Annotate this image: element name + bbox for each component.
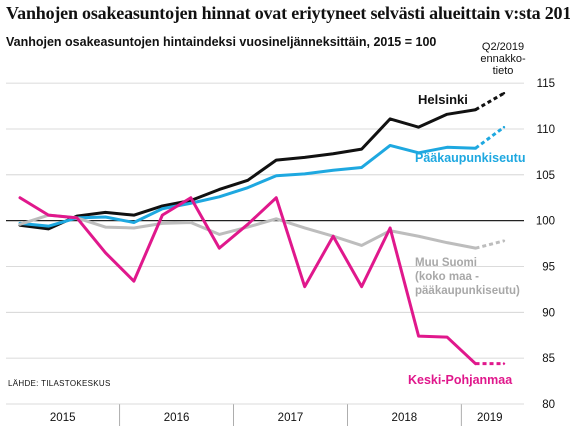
data-point-keski_pohjanmaa [417,334,420,338]
data-point-paakaupunkiseutu [502,125,506,129]
data-point-keski_pohjanmaa [75,216,79,220]
data-point-keski_pohjanmaa [47,213,50,217]
data-point-paakaupunkiseutu [132,221,136,224]
data-point-muu_suomi [360,244,363,247]
data-point-muu_suomi [275,217,278,221]
data-point-paakaupunkiseutu [161,207,164,210]
data-point-paakaupunkiseutu [189,202,193,205]
data-point-keski_pohjanmaa [218,246,221,250]
data-point-keski_pohjanmaa [331,235,335,238]
data-point-helsinki [445,113,449,116]
chart-title: Vanhojen osakeasuntojen hinnat ovat eriy… [6,3,570,23]
data-point-helsinki [474,108,477,111]
data-point-paakaupunkiseutu [104,215,107,219]
data-point-keski_pohjanmaa [132,279,136,283]
data-point-muu_suomi [417,235,420,238]
y-tick-label: 80 [542,399,555,411]
data-point-paakaupunkiseutu [360,166,363,169]
series-forecast-muu_suomi [475,239,505,250]
grid-layer [6,82,524,359]
series-forecast-paakaupunkiseutu [474,125,505,150]
y-tick-label: 100 [536,216,555,228]
data-point-helsinki [246,179,249,182]
data-point-muu_suomi [303,226,306,230]
data-point-paakaupunkiseutu [246,186,249,189]
data-point-helsinki [132,213,136,217]
y-tick-label: 85 [542,353,555,365]
data-point-muu_suomi [104,225,107,229]
label-layer: Q2/2019 ennakko- tieto LÄHDE: TILASTOKES… [8,41,526,388]
data-point-keski_pohjanmaa [474,362,477,365]
data-point-paakaupunkiseutu [275,174,278,177]
data-point-helsinki [275,158,278,162]
data-point-keski_pohjanmaa [502,362,506,365]
series-line-helsinki [18,108,478,231]
data-point-helsinki [161,204,164,208]
data-point-paakaupunkiseutu [303,172,306,176]
data-point-keski_pohjanmaa [303,285,306,288]
data-point-keski_pohjanmaa [246,223,249,226]
data-point-keski_pohjanmaa [360,285,363,288]
series-label-keski_pohjanmaa: Keski-Pohjanmaa [408,373,513,387]
x-year-label: 2019 [477,412,503,424]
data-point-helsinki [331,152,335,155]
data-point-helsinki [502,92,506,95]
data-point-muu_suomi [474,246,477,250]
data-point-helsinki [417,125,420,129]
y-tick-label: 90 [542,307,555,319]
series-label-muu_suomi: Muu Suomi [415,257,477,269]
data-point-helsinki [303,156,306,159]
data-point-muu_suomi [161,222,164,225]
series-label-muu_suomi: (koko maa - [415,271,479,283]
x-year-label: 2015 [50,412,76,424]
data-point-keski_pohjanmaa [104,251,107,254]
series-label-muu_suomi: pääkaupunkiseutu) [415,285,520,297]
series-layer [18,91,506,366]
data-point-keski_pohjanmaa [189,196,193,199]
data-point-keski_pohjanmaa [275,196,278,199]
data-point-helsinki [47,227,50,231]
data-point-paakaupunkiseutu [417,151,420,155]
axis-layer: 80 85 90 95 100 105 110 115 2015 2016 2017 2018 2019 [6,78,555,426]
data-point-keski_pohjanmaa [161,213,164,217]
x-year-label: 2017 [278,412,304,424]
series-forecast-helsinki [474,91,505,112]
data-point-helsinki [388,117,392,121]
data-point-helsinki [104,211,107,214]
data-point-keski_pohjanmaa [445,335,449,339]
series-label-paakaupunkiseutu: Pääkaupunkiseutu [415,151,525,165]
forecast-note-line-3: tieto [493,65,514,77]
y-tick-label: 110 [537,124,555,136]
data-point-keski_pohjanmaa [18,196,22,199]
data-point-muu_suomi [132,226,136,230]
chart-subtitle: Vanhojen osakeasuntojen hintaindeksi vuo… [6,35,437,49]
y-tick-label: 105 [536,170,555,182]
series-label-helsinki: Helsinki [418,92,468,107]
y-tick-label: 115 [537,78,555,90]
data-point-muu_suomi [218,233,221,236]
data-point-paakaupunkiseutu [474,147,477,150]
data-point-muu_suomi [189,221,193,224]
x-year-label: 2016 [164,412,190,424]
forecast-note-line-1: Q2/2019 [482,41,524,53]
data-point-helsinki [360,147,363,151]
y-tick-label: 95 [542,261,555,273]
forecast-note-line-2: ennakko- [480,53,526,65]
source-label: LÄHDE: TILASTOKESKUS [8,379,111,388]
data-point-paakaupunkiseutu [388,144,392,147]
data-point-paakaupunkiseutu [445,146,449,149]
data-point-muu_suomi [18,223,22,226]
data-point-paakaupunkiseutu [47,224,50,228]
data-point-muu_suomi [445,241,449,244]
x-year-label: 2018 [392,412,418,424]
data-point-keski_pohjanmaa [388,226,392,230]
data-point-paakaupunkiseutu [331,169,335,172]
data-point-helsinki [218,188,221,191]
data-point-muu_suomi [502,239,506,243]
data-point-paakaupunkiseutu [218,195,221,199]
